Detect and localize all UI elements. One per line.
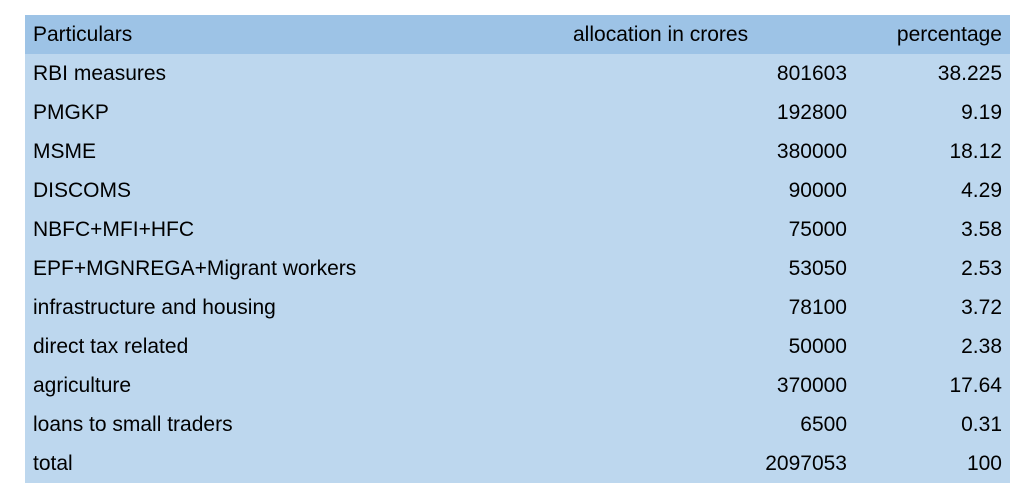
- allocation-cell: 370000: [565, 366, 855, 405]
- particular-cell: loans to small traders: [25, 405, 565, 444]
- percentage-cell: 3.72: [855, 288, 1010, 327]
- particular-cell: infrastructure and housing: [25, 288, 565, 327]
- particular-cell: total: [25, 444, 565, 483]
- header-row: Particulars allocation in crores percentag…: [25, 15, 1010, 54]
- percentage-cell: 2.38: [855, 327, 1010, 366]
- table-row: RBI measures 801603 38.225: [25, 54, 1010, 93]
- allocation-table: Particulars allocation in crores percentag…: [25, 15, 1010, 483]
- table-row: PMGKP 192800 9.19: [25, 93, 1010, 132]
- table-row: DISCOMS 90000 4.29: [25, 171, 1010, 210]
- percentage-cell: 0.31: [855, 405, 1010, 444]
- allocation-cell: 90000: [565, 171, 855, 210]
- table-row: total 2097053 100: [25, 444, 1010, 483]
- percentage-cell: 3.58: [855, 210, 1010, 249]
- percentage-cell: 38.225: [855, 54, 1010, 93]
- percentage-cell: 9.19: [855, 93, 1010, 132]
- table-body: Particulars allocation in crores percentag…: [25, 15, 1010, 483]
- allocation-cell: 192800: [565, 93, 855, 132]
- particular-cell: direct tax related: [25, 327, 565, 366]
- percentage-cell: 2.53: [855, 249, 1010, 288]
- header-particular-cell: Particulars: [25, 15, 565, 54]
- allocation-cell: 2097053: [565, 444, 855, 483]
- particular-cell: DISCOMS: [25, 171, 565, 210]
- table-row: direct tax related 50000 2.38: [25, 327, 1010, 366]
- percentage-cell: 17.64: [855, 366, 1010, 405]
- percentage-cell: 18.12: [855, 132, 1010, 171]
- allocation-cell: 75000: [565, 210, 855, 249]
- allocation-cell: 50000: [565, 327, 855, 366]
- allocation-cell: 380000: [565, 132, 855, 171]
- particular-cell: MSME: [25, 132, 565, 171]
- particular-cell: NBFC+MFI+HFC: [25, 210, 565, 249]
- table-row: infrastructure and housing 78100 3.72: [25, 288, 1010, 327]
- allocation-cell: 6500: [565, 405, 855, 444]
- table-row: NBFC+MFI+HFC 75000 3.58: [25, 210, 1010, 249]
- percentage-cell: 4.29: [855, 171, 1010, 210]
- allocation-cell: 78100: [565, 288, 855, 327]
- table-row: EPF+MGNREGA+Migrant workers 53050 2.53: [25, 249, 1010, 288]
- particular-cell: PMGKP: [25, 93, 565, 132]
- particular-cell: agriculture: [25, 366, 565, 405]
- table-row: loans to small traders 6500 0.31: [25, 405, 1010, 444]
- particular-cell: EPF+MGNREGA+Migrant workers: [25, 249, 565, 288]
- header-allocation-cell: allocation in crores: [565, 15, 855, 54]
- table-container: Particulars allocation in crores percentag…: [25, 15, 1010, 483]
- table-row: agriculture 370000 17.64: [25, 366, 1010, 405]
- particular-cell: RBI measures: [25, 54, 565, 93]
- allocation-cell: 53050: [565, 249, 855, 288]
- table-row: MSME 380000 18.12: [25, 132, 1010, 171]
- allocation-cell: 801603: [565, 54, 855, 93]
- percentage-cell: 100: [855, 444, 1010, 483]
- header-percentage-cell: percentage: [855, 15, 1010, 54]
